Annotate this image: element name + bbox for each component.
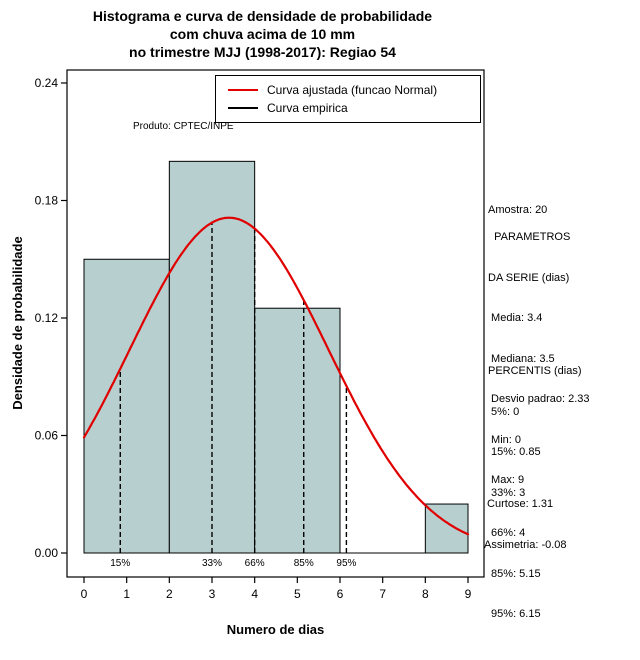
stat-line: Max: 9 — [488, 474, 525, 486]
x-tick-label: 8 — [422, 587, 429, 601]
plot-box — [66, 69, 485, 578]
stat-line: PARAMETROS — [488, 231, 571, 243]
chart-title-line1: Histograma e curva de densidade de proba… — [92, 8, 433, 24]
stat-line: 33%: 3 — [488, 486, 526, 499]
stat-line: Curtose: 1.31 — [484, 498, 554, 510]
x-tick-label: 6 — [337, 587, 344, 601]
y-tick-label: 0.18 — [35, 194, 59, 208]
percentile-label: 95% — [336, 558, 356, 569]
stats-sample-size: Amostra: 20 — [488, 177, 547, 245]
stat-line: Min: 0 — [488, 433, 522, 446]
y-tick-label: 0.24 — [35, 76, 59, 90]
x-tick-label: 7 — [379, 587, 386, 601]
stat-line: DA SERIE (dias) — [488, 271, 570, 284]
empirical-curve-line-icon — [228, 107, 258, 110]
stat-line: 95%: 6.15 — [488, 608, 541, 620]
x-axis-title: Numero de dias — [226, 622, 325, 637]
y-tick-label: 0.12 — [35, 311, 59, 325]
x-tick-label: 4 — [251, 587, 258, 601]
stat-line: 15%: 0.85 — [488, 446, 541, 458]
legend-item-empirical: Curva empirica — [216, 101, 480, 115]
stat-line: 85%: 5.15 — [488, 567, 541, 580]
product-annotation: Produto: CPTEC/INPE — [133, 121, 234, 132]
y-tick-label: 0.00 — [35, 546, 59, 560]
chart-title-line2: com chuva acima de 10 mm — [169, 26, 356, 42]
percentile-label: 15% — [110, 558, 130, 569]
percentile-label: 85% — [294, 558, 314, 569]
x-tick-label: 9 — [465, 587, 472, 601]
histogram-bar — [83, 258, 170, 554]
stat-line: PERCENTIS (dias) — [488, 365, 582, 377]
stats-moments: Curtose: 1.31 Assimetria: -0.08 — [484, 471, 567, 579]
histogram-bar — [254, 307, 341, 554]
x-tick-label: 2 — [166, 587, 173, 601]
chart-title: Histograma e curva de densidade de proba… — [35, 7, 490, 61]
stat-line: Desvio padrao: 2.33 — [488, 393, 590, 405]
chart-title-line3: no trimestre MJJ (1998-2017): Regiao 54 — [129, 44, 396, 60]
stat-line: Mediana: 3.5 — [488, 352, 555, 365]
percentile-label: 66% — [245, 558, 265, 569]
legend-label-empirical: Curva empirica — [267, 101, 348, 116]
legend-label-fitted: Curva ajustada (funcao Normal) — [267, 82, 438, 97]
x-tick-label: 3 — [209, 587, 216, 601]
chart-legend: Curva ajustada (funcao Normal) Curva emp… — [215, 75, 481, 123]
x-tick-label: 0 — [81, 587, 88, 601]
y-axis-title: Densidade de probabilidade — [10, 236, 25, 410]
legend-item-fitted: Curva ajustada (funcao Normal) — [216, 83, 480, 97]
percentile-label: 33% — [202, 558, 222, 569]
x-tick-label: 1 — [123, 587, 130, 601]
stats-percentiles: PERCENTIS (dias) 5%: 0 15%: 0.85 33%: 3 … — [488, 338, 582, 649]
fitted-curve-line-icon — [228, 88, 258, 91]
stat-line: Assimetria: -0.08 — [484, 538, 567, 551]
stat-line: Amostra: 20 — [488, 204, 548, 216]
stat-line: Media: 3.4 — [488, 312, 543, 324]
stat-line: 66%: 4 — [488, 527, 526, 539]
stats-series-parameters: PARAMETROS DA SERIE (dias) Media: 3.4 Me… — [488, 204, 590, 515]
stat-line: 5%: 0 — [488, 405, 520, 418]
density-curve — [82, 216, 470, 536]
y-tick-label: 0.06 — [35, 429, 59, 443]
x-tick-label: 5 — [294, 587, 301, 601]
